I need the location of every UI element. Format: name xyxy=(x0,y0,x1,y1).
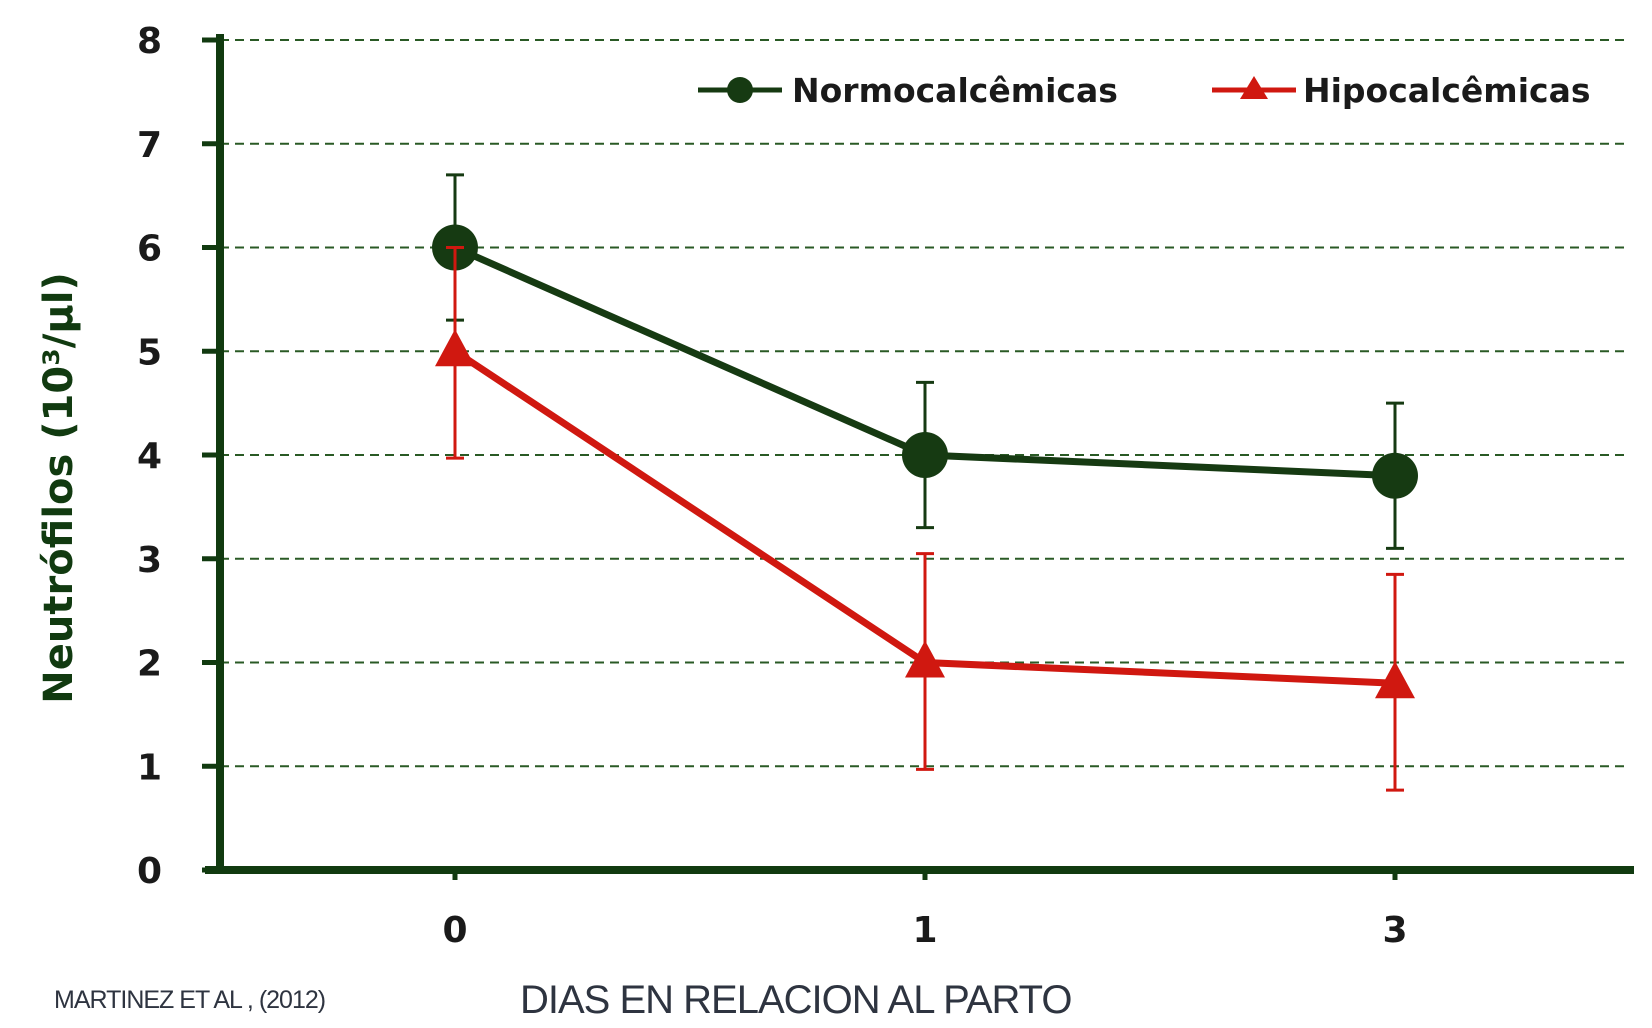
x-tick-label: 1 xyxy=(912,910,937,951)
y-tick-label: 6 xyxy=(137,229,162,270)
data-point xyxy=(905,640,945,678)
y-tick-label: 0 xyxy=(137,851,162,892)
legend-label: Hipocalcêmicas xyxy=(1303,71,1590,110)
legend-marker xyxy=(1240,76,1268,99)
data-point xyxy=(435,329,475,367)
x-tick-label: 3 xyxy=(1382,910,1407,951)
y-tick-label: 7 xyxy=(137,125,162,166)
y-tick-label: 2 xyxy=(137,644,162,685)
legend-marker xyxy=(727,77,753,103)
y-tick-label: 1 xyxy=(137,747,162,788)
data-point xyxy=(1375,661,1415,699)
citation: MARTINEZ ET AL , (2012) xyxy=(54,986,326,1014)
y-axis-label: Neutrófilos (10³/µl) xyxy=(36,272,82,703)
x-tick-label: 0 xyxy=(442,910,467,951)
legend: Normocalcêmicas Hipocalcêmicas xyxy=(698,71,1590,110)
y-tick-label: 8 xyxy=(137,21,162,62)
y-tick-label: 4 xyxy=(137,436,162,477)
series xyxy=(432,173,1418,792)
chart: 0 1 2 3 4 5 6 7 8 0 1 3 Normocalcêmicas Hipocalcêmic… xyxy=(36,21,1634,951)
x-axis-label: DIAS EN RELACION AL PARTO xyxy=(520,978,1072,1022)
axes: 0 1 2 3 4 5 6 7 8 0 1 3 xyxy=(137,21,1634,951)
legend-label: Normocalcêmicas xyxy=(792,71,1118,110)
data-point xyxy=(902,432,948,478)
y-tick-label: 3 xyxy=(137,540,162,581)
data-point xyxy=(1372,452,1418,499)
y-tick-label: 5 xyxy=(137,332,162,373)
